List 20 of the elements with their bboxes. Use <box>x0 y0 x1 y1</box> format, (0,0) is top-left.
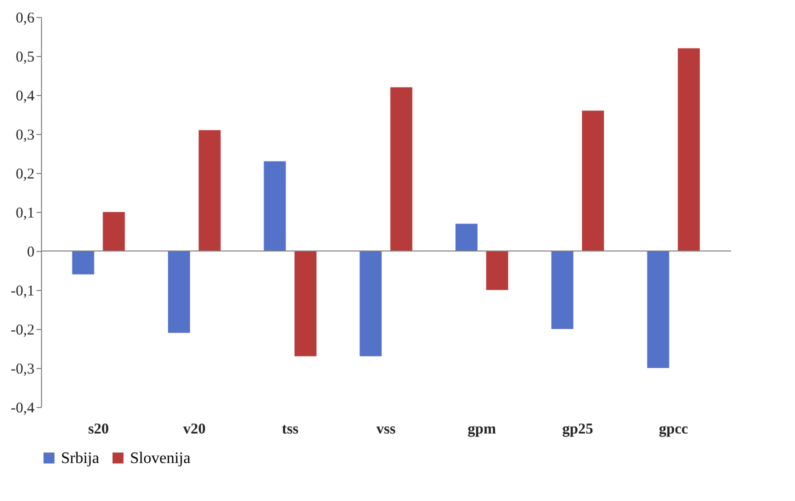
y-tick-label: -0,3 <box>10 362 34 378</box>
y-tick-label: 0,2 <box>16 166 34 182</box>
x-tick-label: gpm <box>468 422 497 438</box>
legend-label: Srbija <box>61 450 100 467</box>
y-tick-label: -0,2 <box>10 322 34 338</box>
x-tick-label: gp25 <box>562 422 594 438</box>
x-tick-label: s20 <box>88 422 109 438</box>
x-tick-label: gpcc <box>658 422 688 438</box>
x-tick-label: tss <box>282 422 299 438</box>
x-tick-label: vss <box>376 422 396 438</box>
y-tick-label: 0,3 <box>16 128 34 144</box>
legend-label: Slovenija <box>130 450 190 467</box>
y-tick-label: 0,5 <box>16 50 34 66</box>
y-tick-label: -0,4 <box>10 400 35 416</box>
y-tick-label: 0,1 <box>16 206 34 222</box>
y-tick-label: 0,6 <box>16 10 35 26</box>
y-tick-label: 0 <box>27 244 34 260</box>
x-tick-label: v20 <box>183 422 206 438</box>
y-tick-label: -0,1 <box>10 284 34 300</box>
y-tick-label: 0,4 <box>16 88 35 104</box>
